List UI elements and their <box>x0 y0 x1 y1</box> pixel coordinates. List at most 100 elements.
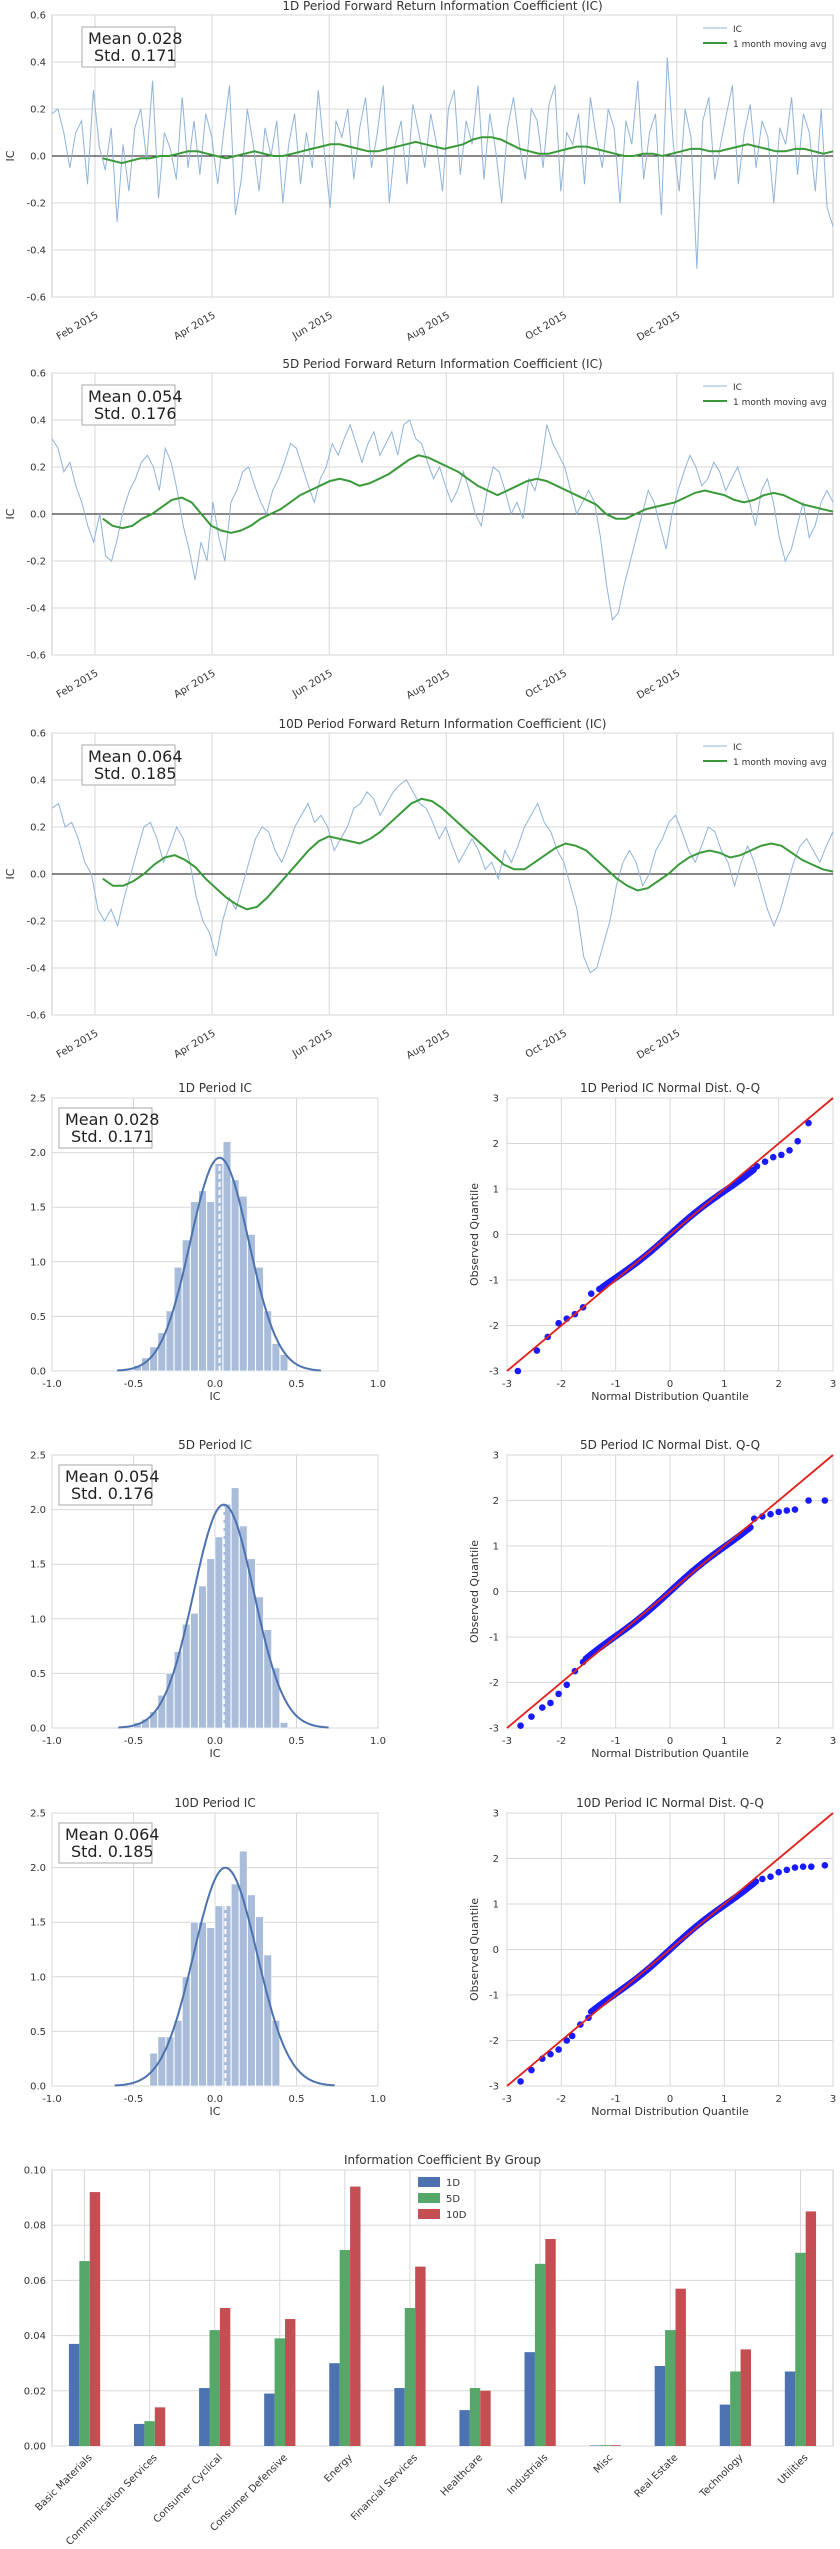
y-axis-label: IC <box>4 868 17 879</box>
chart-title: 10D Period IC <box>174 1796 255 1810</box>
x-tick-label: -2 <box>556 1379 566 1390</box>
y-tick-label: -0.2 <box>26 199 46 210</box>
y-tick-label: -3 <box>489 1367 499 1378</box>
stats-mean: Mean 0.054 <box>88 387 182 406</box>
bar-1d <box>654 2365 666 2446</box>
bar-10d <box>350 2186 361 2446</box>
x-tick-label: 2 <box>775 2094 781 2105</box>
legend-label-ic: IC <box>733 383 742 393</box>
qq-point <box>778 1151 785 1159</box>
y-tick-label: 0.04 <box>24 2331 46 2342</box>
histogram-bar <box>173 2020 183 2087</box>
y-tick-label: -1 <box>489 1633 499 1644</box>
bar-1d <box>524 2352 535 2446</box>
histogram-bar <box>182 1976 191 2087</box>
reference-line <box>506 1097 834 1372</box>
histogram-bar <box>190 1921 199 2087</box>
histogram-bar <box>263 1629 272 1729</box>
stats-mean: Mean 0.064 <box>65 1825 159 1844</box>
histogram-bar <box>247 1894 256 2087</box>
qq-point <box>555 1690 562 1698</box>
y-tick-label: 2.0 <box>30 1505 46 1516</box>
y-tick-label: 1 <box>493 1185 499 1196</box>
x-tick-label: 0 <box>667 2094 673 2105</box>
chart-title: 1D Period IC Normal Dist. Q-Q <box>580 1081 760 1095</box>
stats-box-frame <box>58 1107 153 1149</box>
y-tick-label: 0.0 <box>30 1367 46 1378</box>
qq-point <box>533 1347 541 1354</box>
x-tick-label: Utilities <box>776 2452 810 2486</box>
bar-10d <box>805 2211 817 2446</box>
x-tick-label: -1.0 <box>42 1379 62 1390</box>
bar-1d <box>264 2393 275 2446</box>
x-tick-label: Energy <box>322 2452 355 2485</box>
y-tick-label: -0.6 <box>26 651 46 662</box>
x-tick-label: 0.5 <box>289 1736 305 1747</box>
y-tick-label: 2.5 <box>30 1094 46 1105</box>
x-tick-label: Apr 2015 <box>172 668 217 700</box>
histogram-bar <box>239 1525 248 1729</box>
bar-5d <box>730 2371 741 2446</box>
y-tick-label: -3 <box>489 2082 499 2093</box>
legend-label-ic: IC <box>733 743 742 753</box>
legend-swatch <box>418 2193 440 2203</box>
x-tick-label: Technology <box>697 2452 745 2500</box>
x-tick-label: 2 <box>775 1736 781 1747</box>
y-tick-label: 0.4 <box>30 416 46 427</box>
y-tick-label: 0.0 <box>30 1724 46 1735</box>
bar-5d <box>274 2338 285 2446</box>
y-tick-label: 0.0 <box>30 152 46 163</box>
bar-10d <box>89 2192 101 2446</box>
y-tick-label: 2 <box>493 1496 499 1507</box>
histogram-bar <box>279 1354 289 1372</box>
qq-point <box>821 1862 829 1869</box>
qq-point <box>769 1153 777 1161</box>
histogram-bar <box>247 1558 256 1729</box>
x-tick-label: Consumer Cyclical <box>152 2452 225 2525</box>
x-tick-label: Oct 2015 <box>524 310 569 342</box>
x-tick-label: -1 <box>611 1736 621 1747</box>
bar-10d <box>480 2390 491 2446</box>
histogram-bar <box>190 1613 199 1729</box>
y-tick-label: 3 <box>493 1809 499 1820</box>
stats-mean: Mean 0.028 <box>65 1110 159 1129</box>
x-tick-label: 1.0 <box>370 1379 386 1390</box>
stats-box-frame <box>81 744 176 786</box>
kde-curve <box>117 1156 321 1372</box>
legend: IC 1 month moving avg <box>703 383 827 408</box>
kde-curve <box>118 1503 329 1729</box>
qq-point <box>799 1863 807 1870</box>
bar-1d <box>459 2410 470 2446</box>
legend-label-moving-avg: 1 month moving avg <box>733 40 827 50</box>
qq-point <box>568 2032 576 2040</box>
bar-10d <box>545 2239 556 2446</box>
y-tick-label: 0.2 <box>30 823 46 834</box>
y-axis-label: IC <box>4 508 17 519</box>
histogram-bar <box>263 1954 272 2087</box>
ic-qq-panel: 3 2 1 0 -1 -2 -3-3 -2 -1 0 1 2 3 5D Period IC Normal … <box>468 1438 836 1760</box>
y-tick-label: 0.0 <box>30 2082 46 2093</box>
x-tick-label: Jun 2015 <box>290 310 335 342</box>
y-tick-label: 2.5 <box>30 1809 46 1820</box>
chart-title: 5D Period IC Normal Dist. Q-Q <box>580 1438 760 1452</box>
y-tick-label: 1 <box>493 1542 499 1553</box>
series-line-moving-avg <box>102 797 834 911</box>
bar-1d <box>68 2343 80 2446</box>
y-tick-label: 0.02 <box>24 2386 46 2397</box>
histogram-bar <box>239 1195 248 1372</box>
x-tick-label: Dec 2015 <box>635 668 682 702</box>
legend-label-moving-avg: 1 month moving avg <box>733 398 827 408</box>
x-tick-label: Oct 2015 <box>524 668 569 700</box>
y-tick-label: 0.0 <box>30 510 46 521</box>
histogram-bar <box>198 1585 207 1729</box>
y-axis-label: Observed Quantile <box>468 1898 481 2001</box>
x-tick-label: Oct 2015 <box>524 1028 569 1060</box>
qq-point <box>547 2050 554 2058</box>
histogram-bar <box>198 1921 207 2087</box>
qq-point <box>775 1508 782 1516</box>
x-tick-label: 0 <box>667 1379 673 1390</box>
